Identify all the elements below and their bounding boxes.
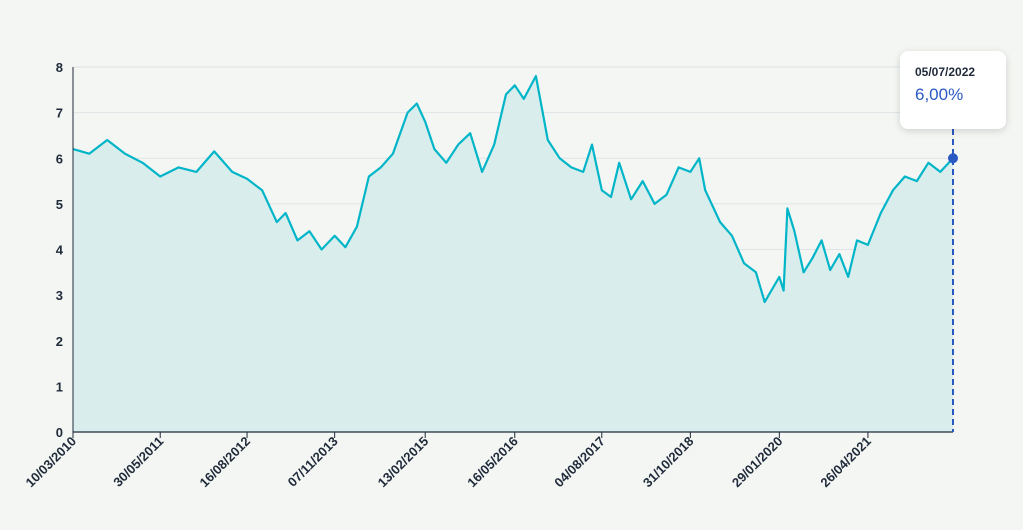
y-tick-label: 1 [56,379,63,394]
series-line-path [72,75,954,304]
x-tick-label: 31/10/2018 [640,434,697,491]
y-axis-ticks: 0 1 2 3 4 5 6 7 8 [56,60,64,440]
y-tick-label: 0 [56,425,63,440]
y-tick-label: 3 [56,288,63,303]
tooltip-value: 6,00% [915,85,964,104]
y-tick-label: 6 [56,151,63,166]
y-tick-label: 8 [56,60,63,75]
x-tick-label: 16/05/2016 [464,434,521,491]
x-tick-label: 10/03/2010 [22,434,79,491]
axes [72,67,953,433]
x-tick-label: 07/11/2013 [285,434,341,490]
y-tick-label: 5 [56,197,63,212]
y-tick-label: 7 [56,106,63,121]
value-tooltip: 05/07/2022 6,00% [900,51,1006,129]
x-tick-label: 04/08/2017 [551,434,608,491]
y-tick-label: 4 [56,243,64,258]
highlight-point[interactable] [948,153,958,164]
series-area [73,76,953,432]
highlight-marker[interactable] [948,129,958,432]
x-tick-label: 30/05/2011 [110,434,166,490]
x-tick-label: 29/01/2020 [729,434,786,491]
x-tick-label: 13/02/2015 [375,434,432,491]
y-tick-label: 2 [56,334,63,349]
x-tick-label: 26/04/2021 [817,434,874,491]
area-fill [73,76,953,432]
series-line [72,75,954,304]
x-axis-ticks: 10/03/2010 30/05/2011 16/08/2012 07/11/2013… [22,432,874,490]
tooltip-date: 05/07/2022 [915,65,976,79]
x-tick-label: 16/08/2012 [197,434,254,491]
